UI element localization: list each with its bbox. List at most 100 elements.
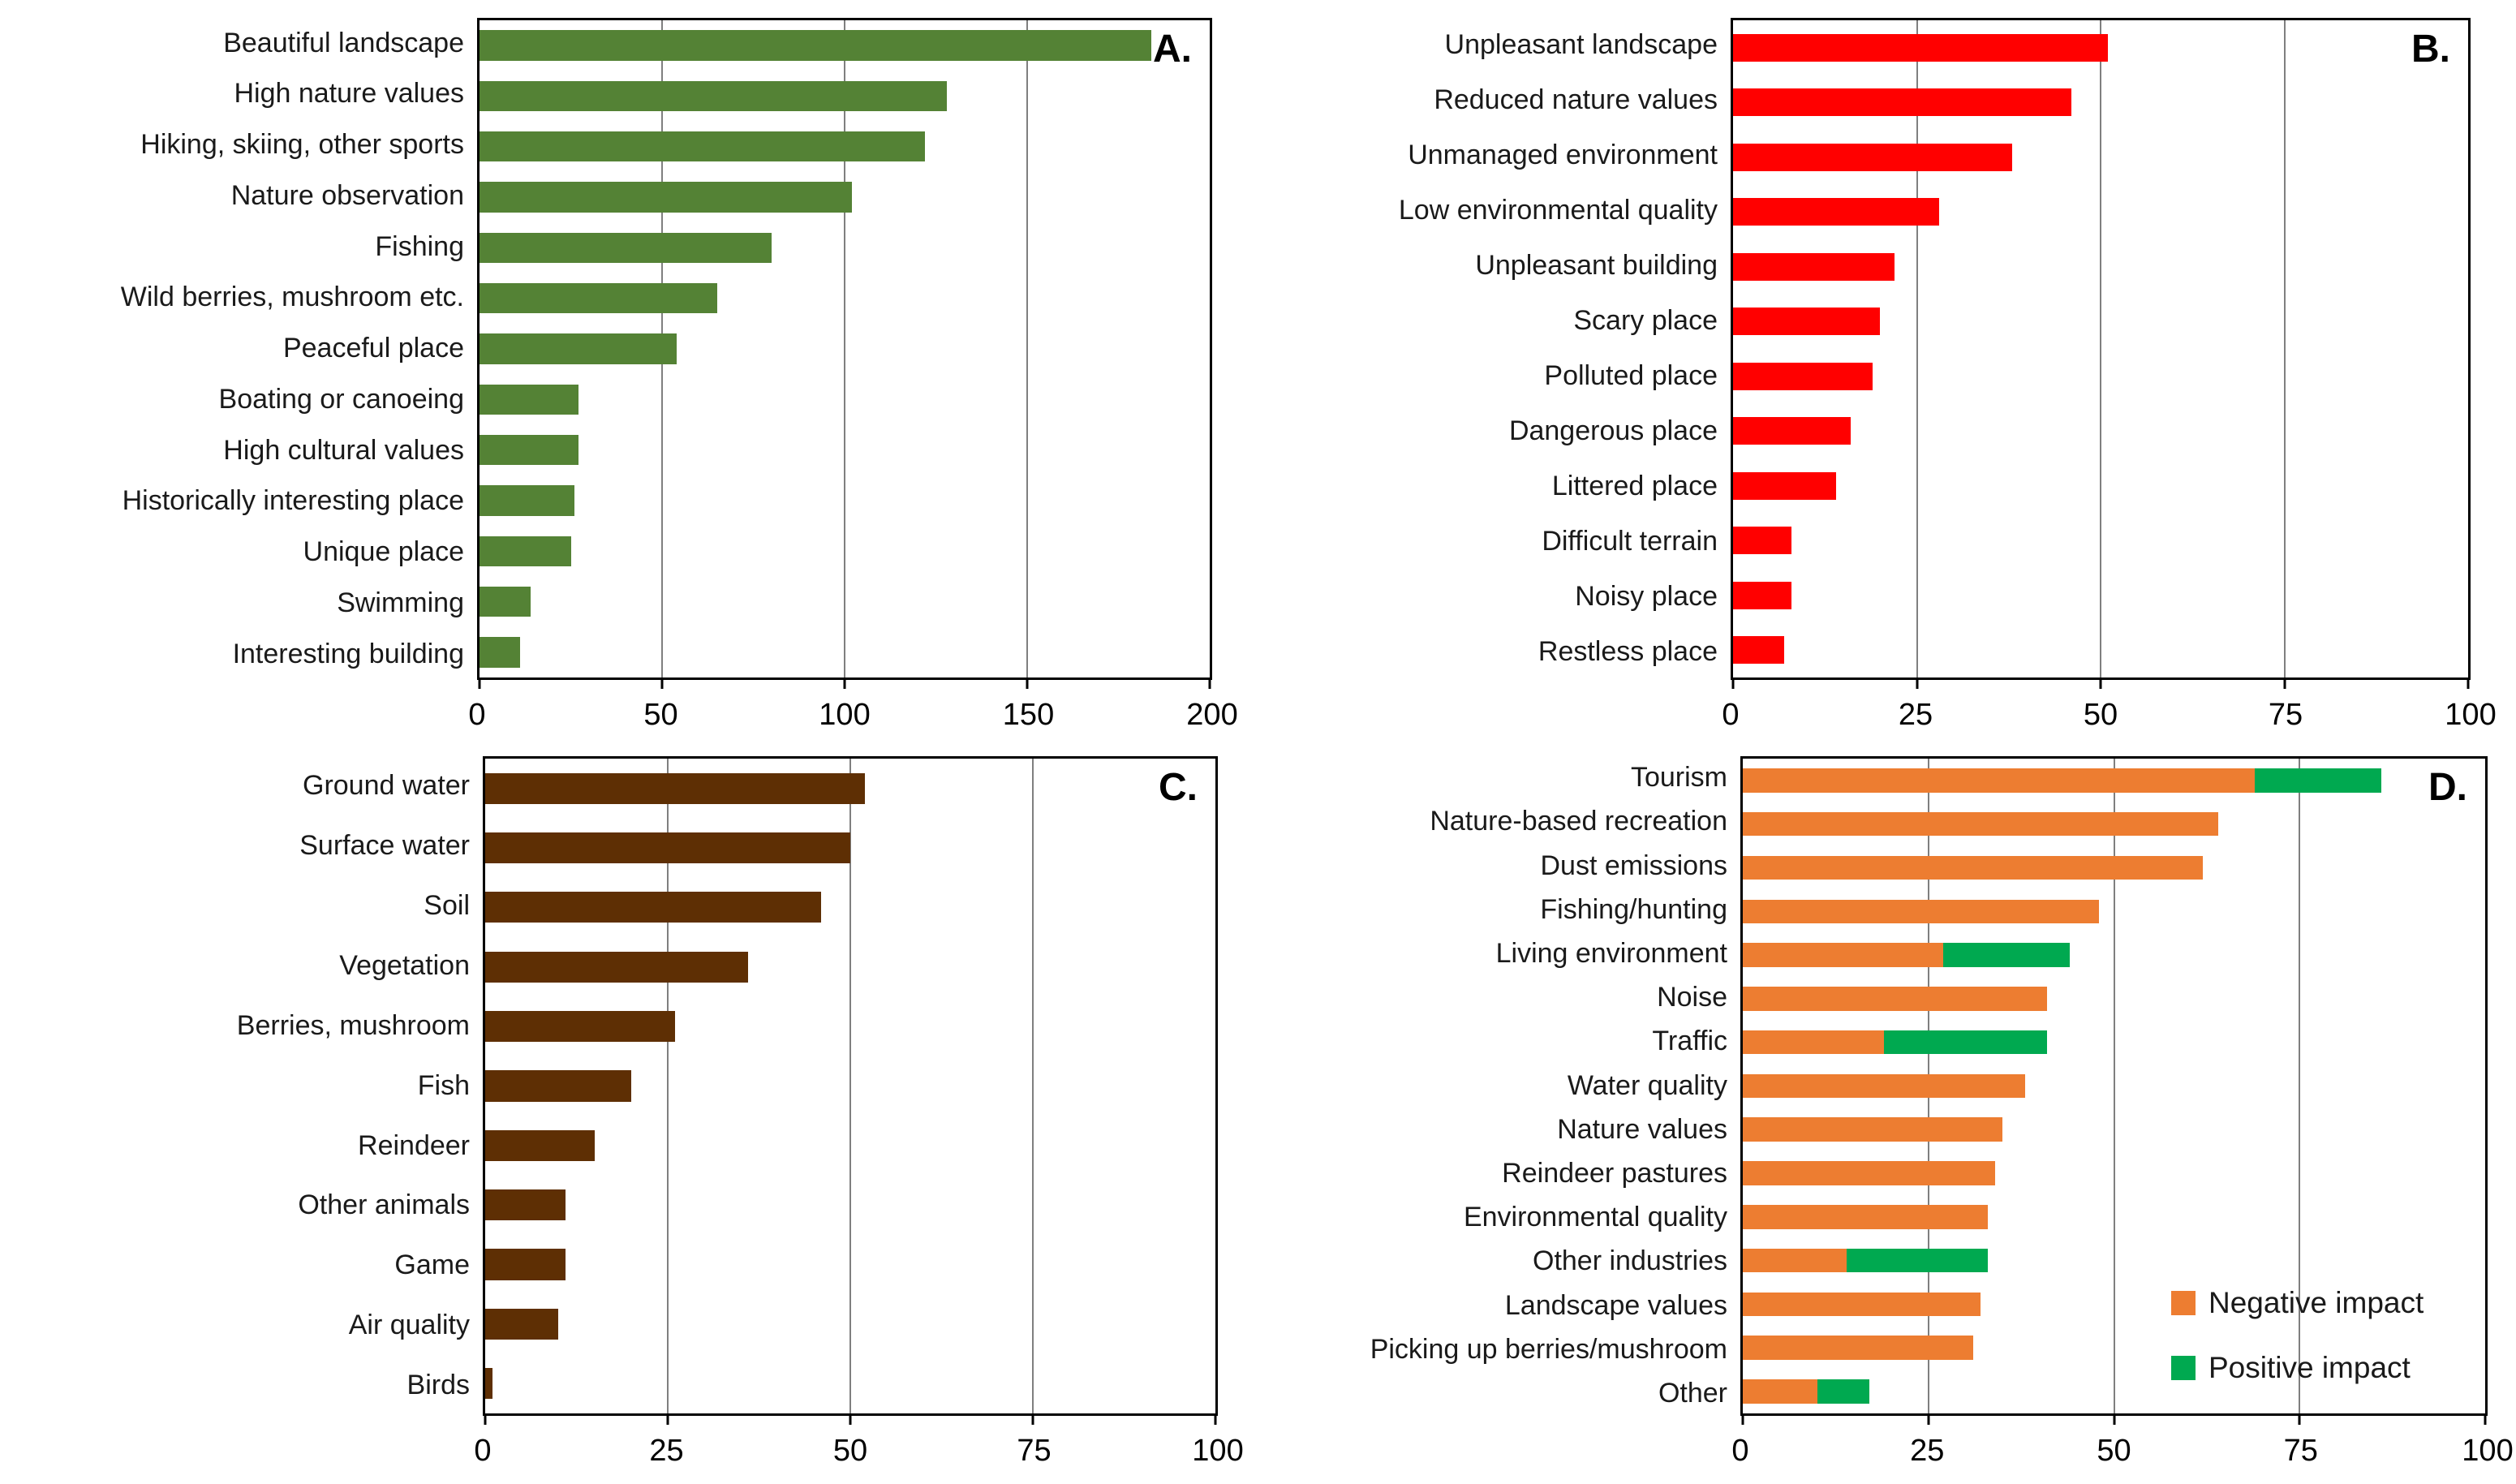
category-label: Difficult terrain [1542,526,1718,557]
chart-body-a: Beautiful landscape High nature values Hik… [0,18,1212,689]
panel-c: Ground water Surface water Soil Vegetation B… [0,756,1244,1484]
negative-impact-swatch [2171,1291,2196,1315]
bar [1733,527,1792,555]
negative-impact-segment [1743,1073,2025,1099]
x-axis-tick-label: 25 [1910,1434,1945,1468]
bar [485,832,850,864]
positive-impact-segment [1847,1248,1988,1273]
bar [1743,1205,2485,1229]
bar [480,384,578,415]
axis-tick [1916,677,1918,689]
bar-row [1743,1065,2485,1108]
bar [480,30,1151,61]
x-axis-tick-label: 50 [643,698,678,732]
bar-segment [485,1249,566,1280]
category-label: Tourism [1630,762,1727,794]
bar [1743,899,2485,924]
bar [1733,308,1881,336]
category-label: Game [394,1250,470,1281]
bar-segment [480,232,772,264]
category-label: Noise [1657,982,1727,1013]
category-label: Other industries [1533,1245,1727,1277]
panel-letter: A. [1153,28,1192,71]
category-label: Nature-based recreation [1430,806,1727,837]
panel-letter: B. [2411,28,2450,71]
bar-row [485,937,1215,996]
bar [480,586,531,617]
category-label: Landscape values [1504,1289,1727,1321]
axis-tick [849,1413,852,1425]
gridline [1032,759,1034,1413]
positive-impact-segment [2255,768,2381,793]
negative-impact-segment [1743,1117,2003,1142]
category-label: Other animals [298,1189,470,1221]
x-axis-tick-label: 75 [2268,698,2303,732]
legend-label: Positive impact [2208,1351,2411,1384]
plot-area-c: C. [483,756,1218,1425]
negative-impact-segment [1743,987,2048,1011]
bar-segment [480,283,717,314]
category-label: Boating or canoeing [218,383,464,415]
category-label: Birds [406,1370,470,1401]
bar-segment [485,1129,595,1161]
category-label: Reduced nature values [1434,84,1718,116]
category-label: Scary place [1573,305,1718,337]
category-label: Living environment [1495,938,1727,970]
category-label: Hiking, skiing, other sports [140,129,464,161]
axis-tick [2283,677,2286,689]
bar-row [1743,846,2485,890]
bar-row [1743,802,2485,846]
category-label: Picking up berries/mushroom [1370,1333,1727,1365]
category-label: Beautiful landscape [223,27,464,58]
bar-row [480,222,1210,273]
x-axis-tick-label: 25 [649,1434,684,1468]
category-label: Noisy place [1575,581,1718,613]
plot-area-d: D. Negative impact Positive impact [1740,756,2488,1425]
bar-row [1743,889,2485,933]
axis-tick [484,1413,487,1425]
axis-tick [2298,1413,2301,1425]
bar-row [480,374,1210,424]
bar-row [485,996,1215,1056]
bar [485,1368,492,1400]
x-axis-tick-label: 75 [2283,1434,2318,1468]
bar [1743,1117,2485,1142]
panel-b: Unpleasant landscape Reduced nature value… [1254,18,2497,748]
bar-row [480,71,1210,121]
bar-row [1733,20,2468,75]
gridline [844,20,845,677]
axis-tick [478,677,481,689]
bar-segment [1733,198,1939,226]
bar-segment [1733,252,1895,281]
bar [1733,33,2109,62]
negative-impact-segment [1743,855,2204,880]
bar [480,333,677,364]
bar [1733,471,1836,500]
positive-impact-swatch [2171,1356,2196,1380]
category-label: High nature values [234,78,464,110]
bar [480,283,717,314]
bar-segment [480,536,571,566]
bar-segment [1733,88,2071,117]
bar-segment [480,30,1151,61]
bar-row [1733,349,2468,404]
bar-row [485,1056,1215,1116]
bar [1743,811,2485,837]
bar-segment [485,832,850,864]
x-axis-tick-label: 0 [474,1434,492,1468]
x-axis-d: 0 25 50 75 100 [1731,1416,2513,1484]
bar [485,1129,595,1161]
bar [485,1189,566,1221]
bar-segment [485,1368,492,1400]
bar-row [1743,1195,2485,1239]
negative-impact-segment [1743,1379,1817,1404]
negative-impact-segment [1743,1161,1996,1185]
category-label: Berries, mushroom [236,1009,470,1041]
chart-body-c: Ground water Surface water Soil Vegetation B… [0,756,1218,1425]
bar-segment [1733,527,1792,555]
legend-entry: Negative impact [2171,1286,2424,1320]
category-label: Soil [424,889,470,921]
axis-tick [666,1413,669,1425]
axis-tick [1208,677,1211,689]
bar [1733,198,1939,226]
